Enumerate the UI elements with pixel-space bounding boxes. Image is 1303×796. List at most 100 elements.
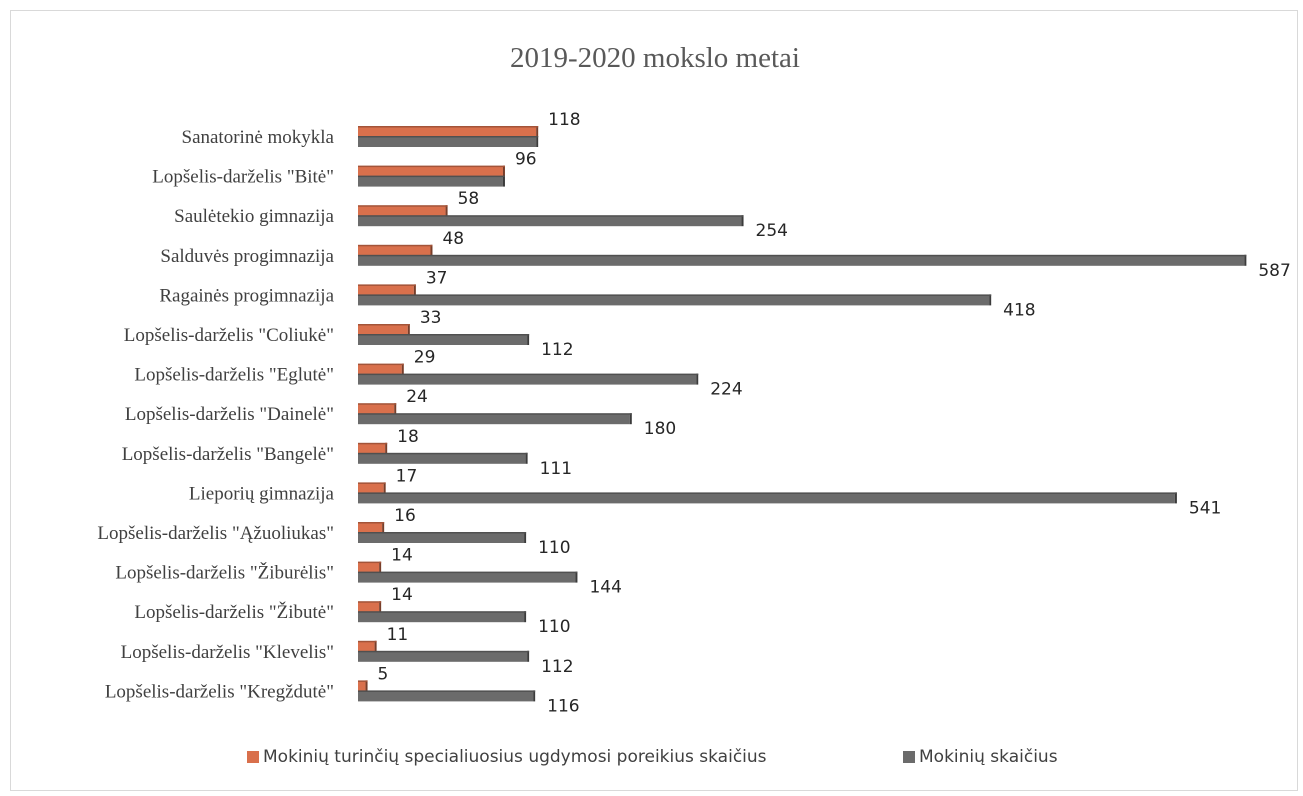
bar-total-students xyxy=(358,414,630,425)
bar-top-special-needs xyxy=(358,601,382,603)
bar-edge-total-students xyxy=(524,611,527,623)
bar-total-students xyxy=(358,612,525,623)
value-label-total-students: 254 xyxy=(756,221,788,241)
bar-edge-total-students xyxy=(525,452,528,464)
bar-total-students xyxy=(358,216,742,227)
bar-top-total-students xyxy=(358,215,744,217)
value-label-special-needs: 96 xyxy=(515,150,537,170)
bar-total-students xyxy=(358,651,528,662)
value-label-total-students: 541 xyxy=(1189,498,1221,518)
bar-edge-special-needs xyxy=(383,482,386,494)
bar-edge-special-needs xyxy=(502,165,505,177)
value-label-special-needs: 29 xyxy=(414,348,436,368)
bar-edge-special-needs xyxy=(413,284,416,296)
bar-special-needs xyxy=(358,523,383,533)
value-label-special-needs: 11 xyxy=(387,625,409,645)
bar-total-students xyxy=(358,137,537,147)
bar-special-needs xyxy=(358,483,384,494)
value-label-special-needs: 18 xyxy=(397,427,419,447)
category-label: Lopšelis-darželis "Žibutė" xyxy=(134,601,334,623)
bar-total-students xyxy=(358,453,526,464)
bar-edge-total-students xyxy=(533,690,536,702)
chart-canvas: 2019-2020 mokslo metai Sanatorinė mokykl… xyxy=(97,42,1290,767)
chart-title: 2019-2020 mokslo metai xyxy=(510,42,800,74)
value-label-special-needs: 5 xyxy=(378,664,389,684)
bar-edge-special-needs xyxy=(365,680,368,692)
category-label: Lopšelis-darželis "Bangelė" xyxy=(122,444,334,465)
bar-edge-special-needs xyxy=(445,205,448,217)
bar-special-needs xyxy=(358,245,431,256)
bar-top-total-students xyxy=(358,650,530,653)
bar-top-total-students xyxy=(358,413,632,415)
category-label: Lopšelis-darželis "Dainelė" xyxy=(125,404,334,425)
value-label-special-needs: 14 xyxy=(391,546,413,566)
bar-edge-total-students xyxy=(527,650,530,662)
category-label: Lopšelis-darželis "Bitė" xyxy=(152,167,334,188)
bar-special-needs xyxy=(358,404,395,415)
bar-top-total-students xyxy=(358,690,536,692)
category-label: Ragainės progimnazija xyxy=(159,285,334,306)
bar-special-needs xyxy=(358,166,503,177)
legend-swatch xyxy=(903,751,915,763)
bar-special-needs xyxy=(358,325,408,335)
bar-total-students xyxy=(358,335,528,345)
bar-total-students xyxy=(358,691,534,702)
value-label-total-students: 144 xyxy=(589,578,621,598)
bar-top-total-students xyxy=(358,175,505,178)
bar-special-needs xyxy=(358,206,446,217)
legend-item-total-students: Mokinių skaičius xyxy=(903,747,1058,767)
bar-special-needs xyxy=(358,443,386,454)
bar-special-needs xyxy=(358,641,375,652)
bar-top-special-needs xyxy=(358,442,388,445)
bar-edge-total-students xyxy=(536,136,539,147)
bar-top-special-needs xyxy=(358,561,382,564)
value-label-total-students: 587 xyxy=(1258,261,1290,281)
bar-top-total-students xyxy=(358,492,1177,494)
category-label: Lopšelis-darželis "Eglutė" xyxy=(134,365,334,386)
value-label-total-students: 110 xyxy=(538,538,570,558)
value-label-special-needs: 16 xyxy=(394,506,416,526)
value-label-total-students: 418 xyxy=(1003,300,1035,320)
value-label-special-needs: 24 xyxy=(406,387,428,407)
bar-total-students xyxy=(358,176,503,187)
bar-edge-special-needs xyxy=(374,640,377,652)
bar-special-needs xyxy=(358,681,366,692)
bar-total-students xyxy=(358,493,1175,504)
category-label: Lopšelis-darželis "Ąžuoliukas" xyxy=(97,523,334,544)
value-label-special-needs: 58 xyxy=(458,189,480,209)
bar-total-students xyxy=(358,572,576,583)
legend: Mokinių turinčių specialiuosius ugdymosi… xyxy=(247,747,1058,767)
bar-edge-special-needs xyxy=(379,561,382,573)
value-label-total-students: 111 xyxy=(540,459,572,479)
bar-top-special-needs xyxy=(358,363,404,366)
bar-top-special-needs xyxy=(358,680,368,682)
value-label-total-students: 112 xyxy=(541,657,573,677)
bar-top-special-needs xyxy=(358,403,397,405)
bar-edge-special-needs xyxy=(382,522,385,533)
bar-top-total-students xyxy=(358,334,530,336)
value-label-total-students: 224 xyxy=(710,380,742,400)
value-label-special-needs: 33 xyxy=(420,308,442,328)
value-label-total-students: 110 xyxy=(538,617,570,637)
category-label: Saulėtekio gimnazija xyxy=(174,206,334,227)
bar-edge-total-students xyxy=(989,294,992,306)
bar-edge-total-students xyxy=(502,175,505,187)
bar-edge-special-needs xyxy=(379,601,382,613)
bar-top-special-needs xyxy=(358,205,448,207)
bar-total-students xyxy=(358,533,525,543)
category-label: Lieporių gimnazija xyxy=(189,483,335,504)
bars-layer: Sanatorinė mokykla 118 Lopšelis-darželis "… xyxy=(97,110,1290,716)
value-label-special-needs: 14 xyxy=(391,585,413,605)
bar-edge-special-needs xyxy=(385,442,388,454)
legend-item-special-needs: Mokinių turinčių specialiuosius ugdymosi… xyxy=(247,747,767,767)
category-label: Sanatorinė mokykla xyxy=(182,127,335,148)
chart-frame: 2019-2020 mokslo metai Sanatorinė mokykl… xyxy=(10,10,1298,791)
bar-special-needs xyxy=(358,285,414,296)
value-label-total-students: 180 xyxy=(644,419,676,439)
bar-top-special-needs xyxy=(358,165,505,168)
bar-top-total-students xyxy=(358,136,539,138)
bar-edge-total-students xyxy=(527,334,530,345)
legend-swatch xyxy=(247,751,259,763)
bar-special-needs xyxy=(358,127,537,137)
bar-top-special-needs xyxy=(358,324,410,326)
